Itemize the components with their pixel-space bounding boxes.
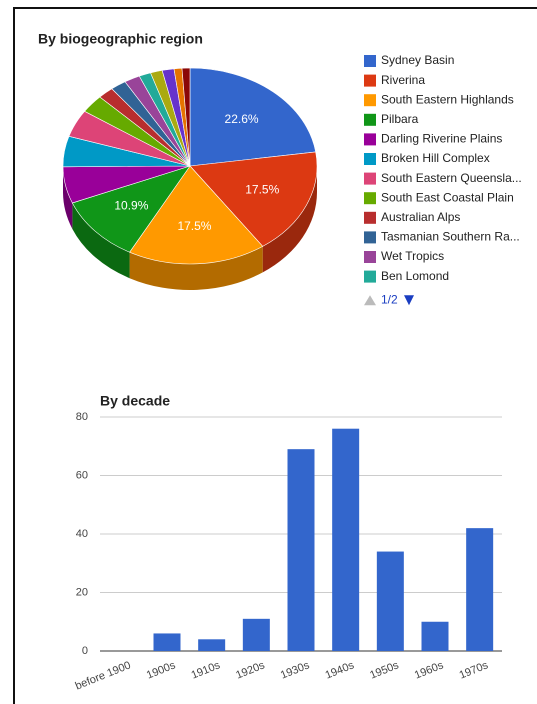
bar xyxy=(466,528,494,651)
legend-label: South Eastern Highlands xyxy=(381,92,514,106)
bar xyxy=(421,621,449,651)
legend-label: Riverina xyxy=(381,73,425,87)
legend-swatch xyxy=(364,133,376,146)
legend-page: 1/2 xyxy=(381,292,398,306)
pie-title: By biogeographic region xyxy=(38,31,203,47)
slice-side xyxy=(129,246,263,290)
legend-label: South Eastern Queensla... xyxy=(381,171,522,185)
slice-side xyxy=(63,166,73,229)
data-label: 22.6% xyxy=(225,112,259,126)
bar xyxy=(242,618,270,651)
page-next[interactable] xyxy=(404,295,414,306)
page-prev xyxy=(364,295,376,306)
pie-slice xyxy=(181,67,191,167)
legend-swatch xyxy=(364,192,376,205)
legend-swatch xyxy=(364,74,376,87)
bar xyxy=(376,551,404,651)
y-tick-label: 40 xyxy=(76,528,88,540)
legend-swatch xyxy=(364,94,376,107)
y-tick-label: 0 xyxy=(82,645,88,657)
legend-label: Ben Lomond xyxy=(381,269,449,283)
bar-title: By decade xyxy=(100,393,170,409)
pie-slice xyxy=(189,151,318,247)
pie-chart: 22.6% 17.5% 17.5% 10.9% Sydney Basin Riverina… xyxy=(62,53,522,306)
legend-swatch xyxy=(364,231,376,244)
bar xyxy=(332,428,360,651)
data-label: 10.9% xyxy=(114,199,148,213)
data-label: 17.5% xyxy=(245,182,279,196)
legend-swatch xyxy=(364,113,376,126)
pie-slice xyxy=(129,165,264,265)
legend-swatch xyxy=(364,153,376,165)
slice-side xyxy=(262,166,317,273)
bar xyxy=(153,633,181,651)
legend-label: Broken Hill Complex xyxy=(381,151,490,165)
pie-slice xyxy=(71,165,191,253)
legend-swatch xyxy=(364,55,376,67)
y-tick-label: 80 xyxy=(76,411,88,423)
legend-label: Darling Riverine Plains xyxy=(381,132,502,146)
pie-slice xyxy=(189,67,317,167)
legend-swatch xyxy=(364,211,376,224)
y-tick-label: 60 xyxy=(76,469,88,481)
legend-swatch xyxy=(364,172,376,185)
y-tick-label: 20 xyxy=(76,586,88,598)
bar xyxy=(198,639,226,651)
legend-label: Tasmanian Southern Ra... xyxy=(381,230,520,244)
slice-side xyxy=(72,202,130,279)
legend-label: Sydney Basin xyxy=(381,53,454,67)
legend-label: South East Coastal Plain xyxy=(381,190,514,204)
legend-swatch xyxy=(364,251,376,263)
legend-label: Australian Alps xyxy=(381,210,460,224)
legend-swatch xyxy=(364,270,376,283)
bar xyxy=(287,449,315,651)
legend-label: Pilbara xyxy=(381,112,419,126)
legend-label: Wet Tropics xyxy=(381,249,444,263)
data-label: 17.5% xyxy=(177,219,211,233)
